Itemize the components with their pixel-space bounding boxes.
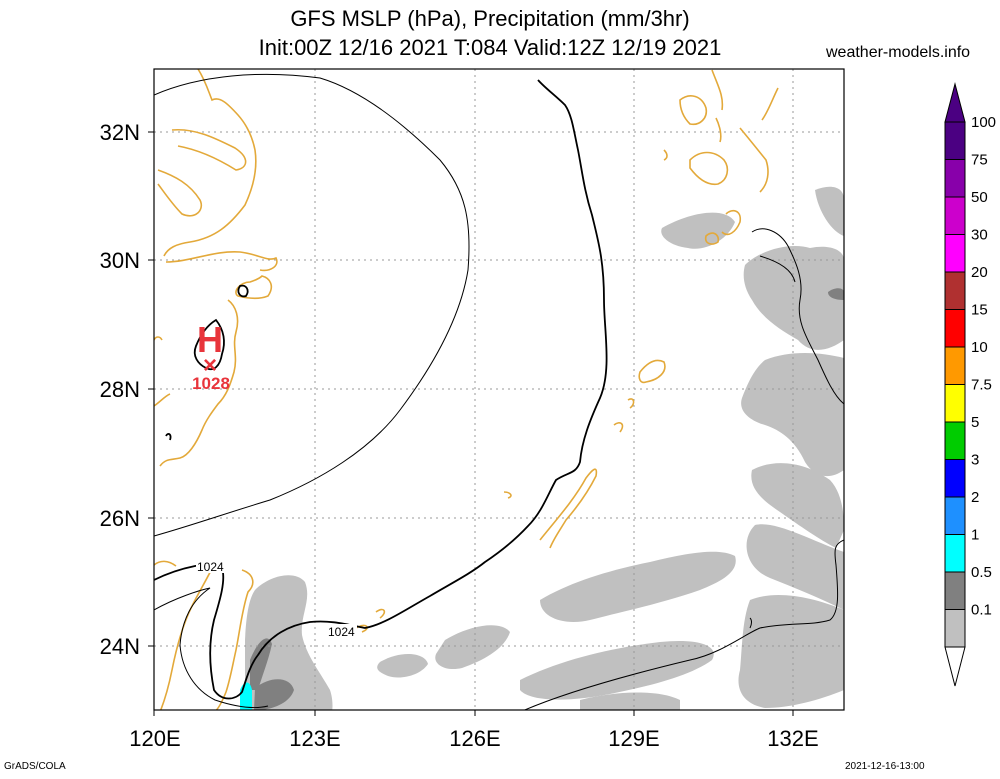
footer-left: GrADS/COLA <box>4 761 66 772</box>
colorbar-cell <box>944 609 966 648</box>
lat-label: 24N <box>100 634 140 659</box>
map-subtitle: Init:00Z 12/16 2021 T:084 Valid:12Z 12/1… <box>258 35 722 60</box>
colorbar-label: 75 <box>971 152 988 169</box>
colorbar-cell <box>944 534 966 573</box>
colorbar-label: 7.5 <box>971 377 992 394</box>
colorbar-label: 0.5 <box>971 564 992 581</box>
colorbar-label: 10 <box>971 339 988 356</box>
colorbar-label: 3 <box>971 452 979 469</box>
colorbar-label: 100 <box>971 114 996 131</box>
colorbar-label: 30 <box>971 227 988 244</box>
coastlines <box>154 69 779 710</box>
colorbar-cell <box>944 496 966 535</box>
grid-lines <box>154 69 844 710</box>
colorbar-label: 50 <box>971 189 988 206</box>
colorbar-label: 20 <box>971 264 988 281</box>
precip-shading <box>245 186 844 710</box>
colorbar-cell <box>944 421 966 460</box>
lon-label: 132E <box>767 726 818 751</box>
precip-moderate <box>250 288 844 710</box>
high-marker-icon: × <box>203 352 217 379</box>
colorbar-label: 15 <box>971 302 988 319</box>
isobar-label: 1024 <box>328 625 355 639</box>
colorbar-cell <box>944 121 966 160</box>
lon-label: 123E <box>289 726 340 751</box>
lat-label: 26N <box>100 506 140 531</box>
colorbar-cell <box>944 571 966 610</box>
colorbar-bottom-arrow <box>944 646 966 687</box>
colorbar: 100 75 50 30 20 15 10 7.5 5 3 2 1 0.5 0.1 <box>944 82 996 687</box>
colorbar-cell <box>944 459 966 498</box>
lat-label: 30N <box>100 248 140 273</box>
lon-label: 129E <box>608 726 659 751</box>
colorbar-cell <box>944 159 966 198</box>
colorbar-label: 2 <box>971 489 979 506</box>
colorbar-cell <box>944 309 966 348</box>
high-symbol: H <box>197 319 223 360</box>
credit-text: weather-models.info <box>826 44 971 61</box>
colorbar-label: 0.1 <box>971 602 992 619</box>
lon-axis: 120E 123E 126E 129E 132E <box>129 710 819 751</box>
colorbar-cell <box>944 271 966 310</box>
high-pressure-center: H × 1028 <box>192 319 230 393</box>
colorbar-top-arrow <box>944 82 966 123</box>
lon-label: 120E <box>129 726 180 751</box>
lat-label: 32N <box>100 120 140 145</box>
lon-label: 126E <box>449 726 500 751</box>
lat-label: 28N <box>100 377 140 402</box>
isobar-labels: 1024 1024 <box>196 559 357 639</box>
colorbar-cell <box>944 234 966 273</box>
colorbar-label: 1 <box>971 527 979 544</box>
colorbar-cell <box>944 384 966 423</box>
isobar-label: 1024 <box>197 560 224 574</box>
footer-timestamp: 2021-12-16-13:00 <box>845 761 925 772</box>
lat-axis: 32N 30N 28N 26N 24N <box>100 120 154 659</box>
colorbar-label: 5 <box>971 414 979 431</box>
high-value: 1028 <box>192 374 230 393</box>
colorbar-cell <box>944 346 966 385</box>
colorbar-cell <box>944 196 966 235</box>
isobars <box>154 73 844 710</box>
map-title: GFS MSLP (hPa), Precipitation (mm/3hr) <box>290 6 690 31</box>
